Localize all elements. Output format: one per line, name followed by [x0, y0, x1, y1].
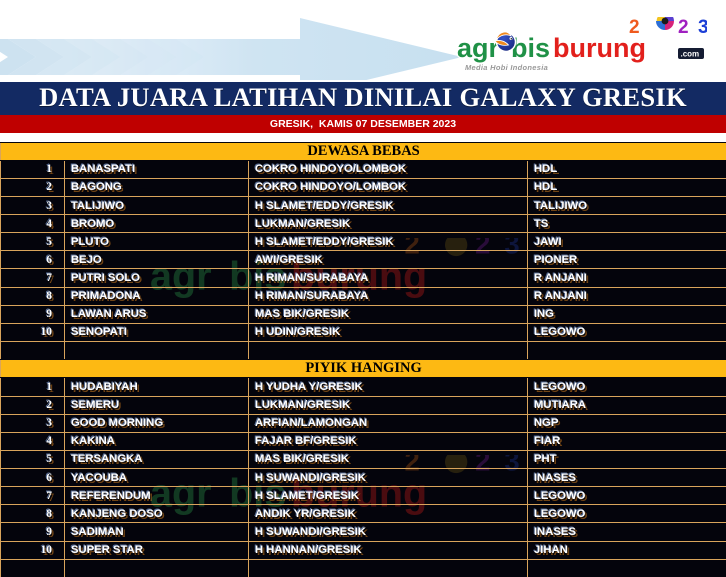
svg-text:2: 2 — [678, 17, 689, 38]
svg-text:Media Hobi Indonesia: Media Hobi Indonesia — [465, 63, 548, 72]
svg-text:agr: agr — [457, 33, 500, 63]
svg-text:3: 3 — [698, 17, 707, 38]
svg-text:bis: bis — [511, 33, 550, 63]
svg-text:2: 2 — [629, 17, 640, 38]
svg-text:.com: .com — [681, 50, 700, 59]
